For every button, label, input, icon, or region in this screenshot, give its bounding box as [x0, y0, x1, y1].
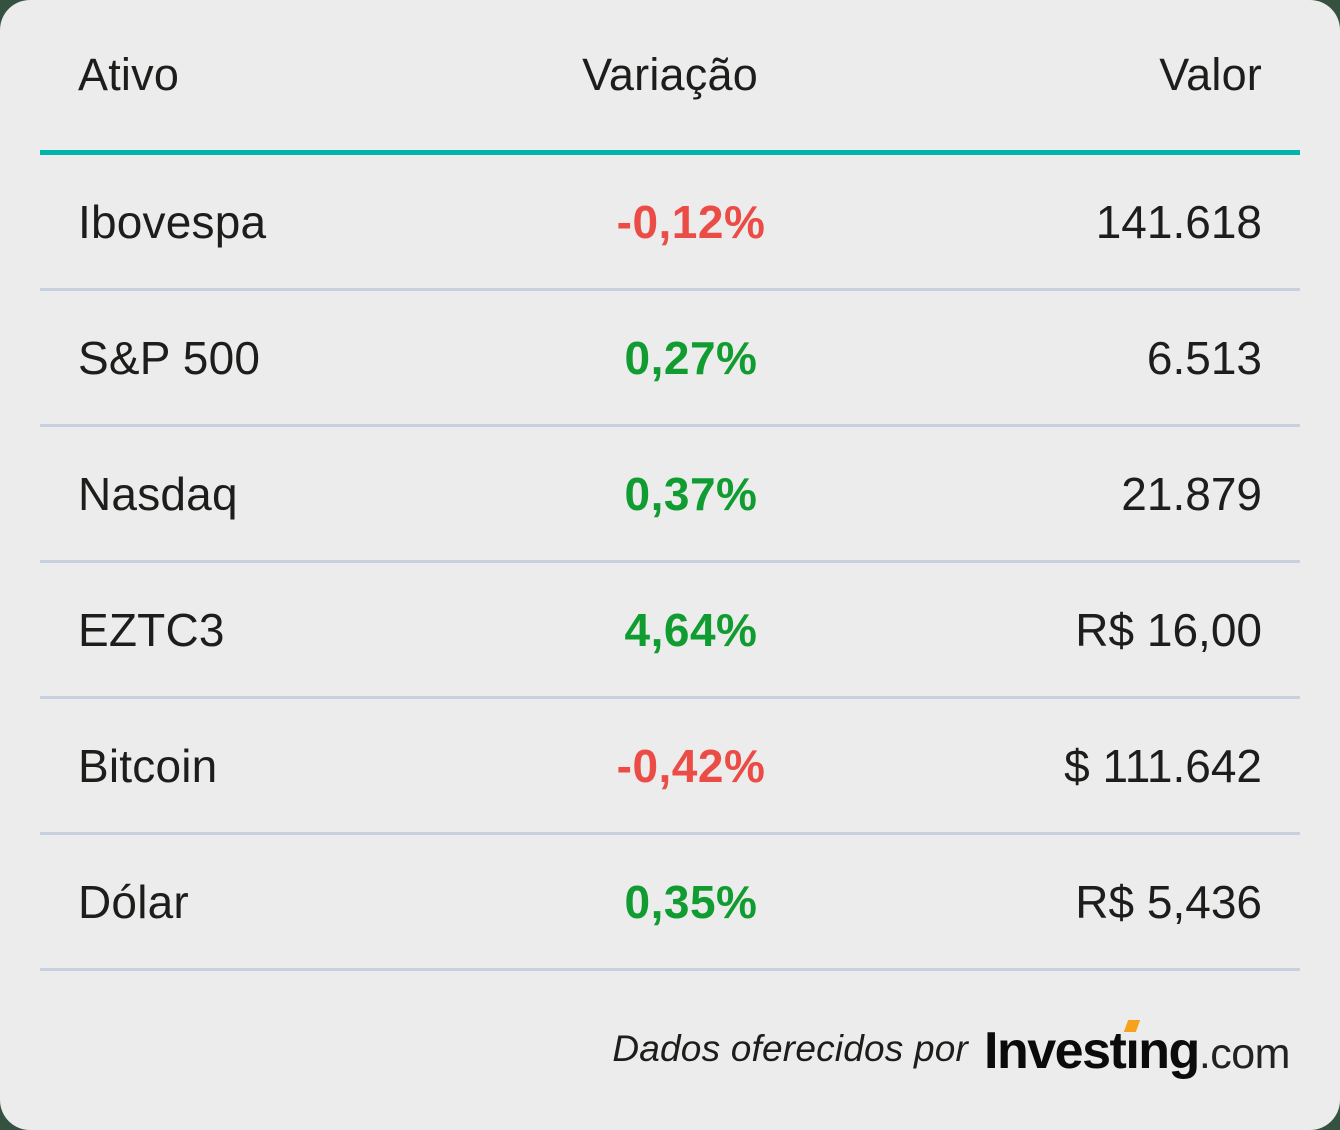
- asset-name: EZTC3: [78, 603, 225, 656]
- table-body: Ibovespa -0,12% 141.618 S&P 500 0,27% 6.…: [40, 155, 1300, 971]
- asset-name: Dólar: [78, 875, 189, 928]
- logo-letter-i: ı: [1124, 1019, 1141, 1081]
- asset-value: 141.618: [1095, 195, 1262, 248]
- attribution-footer: Dados oferecidos por Invest ıng .com: [0, 971, 1340, 1130]
- column-header-ativo: Ativo: [78, 49, 180, 100]
- investing-logo-wordmark: Invest ıng: [984, 1019, 1200, 1081]
- asset-value: 21.879: [1121, 467, 1262, 520]
- column-header-variacao: Variação: [582, 49, 758, 100]
- variation-value: 4,64%: [624, 603, 758, 656]
- table-header-row: Ativo Variação Valor: [40, 0, 1300, 155]
- investing-logo-domain: .com: [1198, 1029, 1291, 1078]
- logo-text-part1: Invest: [984, 1021, 1127, 1080]
- column-header-valor: Valor: [1159, 49, 1262, 100]
- asset-value: $ 111.642: [1064, 739, 1262, 792]
- table-row: S&P 500 0,27% 6.513: [40, 291, 1300, 427]
- market-table: Ativo Variação Valor Ibovespa -0,12% 141…: [40, 0, 1300, 971]
- variation-value: 0,27%: [624, 331, 758, 384]
- table-row: Bitcoin -0,42% $ 111.642: [40, 699, 1300, 835]
- variation-value: -0,12%: [616, 195, 766, 248]
- table-row: Dólar 0,35% R$ 5,436: [40, 835, 1300, 971]
- asset-name: Nasdaq: [78, 467, 238, 520]
- asset-name: Bitcoin: [78, 739, 218, 792]
- asset-name: Ibovespa: [78, 195, 267, 248]
- asset-value: 6.513: [1146, 331, 1262, 384]
- credit-text: Dados oferecidos por: [612, 1027, 969, 1069]
- table-row: EZTC3 4,64% R$ 16,00: [40, 563, 1300, 699]
- table-row: Nasdaq 0,37% 21.879: [40, 427, 1300, 563]
- variation-value: 0,35%: [624, 875, 758, 928]
- variation-value: -0,42%: [616, 739, 766, 792]
- logo-text-part2: ng: [1138, 1021, 1200, 1080]
- asset-value: R$ 16,00: [1075, 603, 1262, 656]
- investing-logo[interactable]: Invest ıng .com: [984, 1019, 1291, 1081]
- asset-name: S&P 500: [78, 331, 261, 384]
- table-row: Ibovespa -0,12% 141.618: [40, 155, 1300, 291]
- logo-dotless-i: ı: [1125, 1021, 1139, 1080]
- variation-value: 0,37%: [624, 467, 758, 520]
- asset-value: R$ 5,436: [1075, 875, 1262, 928]
